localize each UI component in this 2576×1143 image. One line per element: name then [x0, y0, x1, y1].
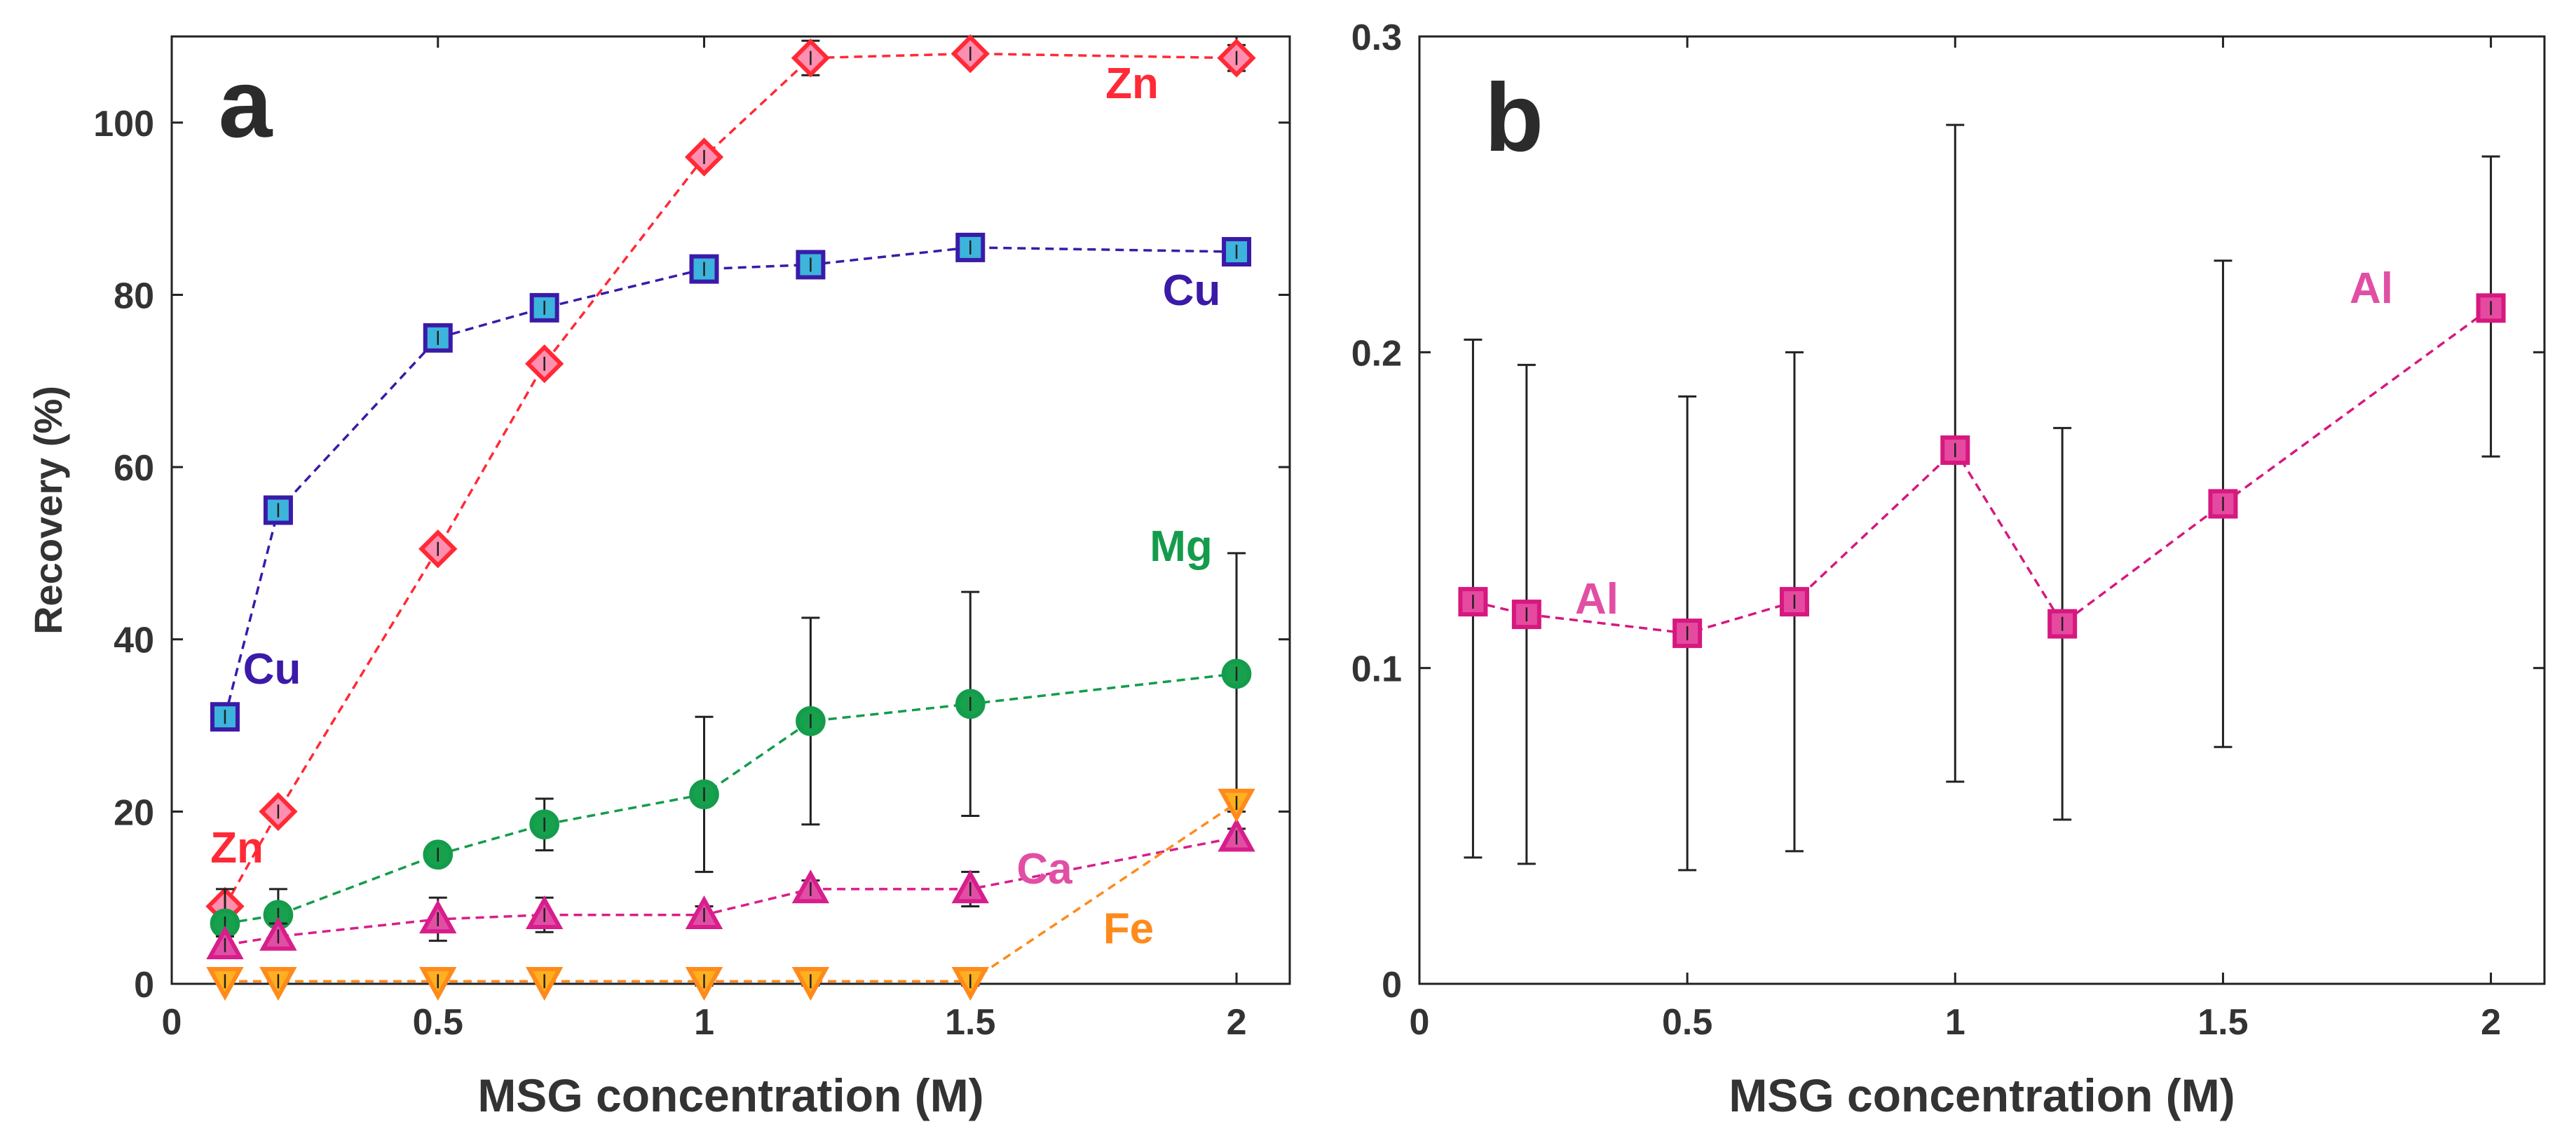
y-axis-label: Recovery (%) [26, 386, 70, 635]
series-line [224, 802, 1238, 983]
series-zn [205, 34, 1256, 926]
plot-frame [1418, 35, 2546, 985]
panel-b: 0 0.5 1 1.5 2 0 0.1 0.2 0.3 MSG concentration (M)… [1351, 18, 2546, 1121]
series-al [1458, 123, 2506, 872]
data-point [1780, 587, 1809, 617]
series-annotation: Cu [243, 645, 301, 694]
series-ca [206, 818, 1255, 960]
series-mg [210, 552, 1252, 959]
x-tick-label: 0.5 [413, 1002, 463, 1043]
y-tick-label: 0.3 [1351, 18, 1402, 58]
series-line [224, 672, 1237, 925]
x-tick-label: 0 [162, 1002, 182, 1043]
x-axis-label: MSG concentration (M) [477, 1069, 983, 1121]
y-tick-label: 0 [1382, 965, 1402, 1006]
y-tick-label: 20 [114, 792, 154, 833]
data-point [1222, 237, 1252, 267]
series-annotation: Zn [210, 824, 264, 872]
y-tick-label: 60 [114, 448, 154, 489]
x-axis-label: MSG concentration (M) [1729, 1069, 2235, 1121]
series-annotation: Fe [1103, 905, 1154, 953]
series-annotation: Mg [1150, 522, 1213, 571]
data-point [423, 323, 453, 353]
series-annotation: Al [2350, 264, 2393, 313]
series-line [1473, 306, 2492, 635]
x-tick-label: 2 [1227, 1002, 1247, 1043]
panel-label: b [1485, 64, 1543, 172]
plot-frame [170, 35, 1291, 985]
data-point [1940, 435, 1970, 465]
y-tick-label: 80 [114, 276, 154, 316]
y-tick-label: 100 [93, 104, 154, 144]
series-line [224, 836, 1237, 947]
panel-label: a [219, 50, 273, 158]
x-tick-label: 1 [1945, 1002, 1965, 1043]
x-tick-label: 1.5 [2197, 1002, 2248, 1043]
y-tick-label: 40 [114, 621, 154, 661]
series-line [224, 52, 1237, 907]
x-tick-label: 1.5 [945, 1002, 995, 1043]
series-annotation: Cu [1163, 266, 1221, 315]
x-tick-label: 0.5 [1662, 1002, 1712, 1043]
series-line [224, 246, 1237, 717]
series-annotation: Ca [1016, 845, 1072, 893]
y-tick-label: 0.2 [1351, 333, 1402, 374]
x-tick-label: 0 [1410, 1002, 1430, 1043]
series-cu [210, 232, 1252, 732]
x-tick-label: 2 [2481, 1002, 2501, 1043]
series-fe [206, 788, 1255, 1001]
y-tick-label: 0.1 [1351, 649, 1402, 690]
series-annotation: Al [1575, 575, 1618, 623]
x-tick-label: 1 [694, 1002, 714, 1043]
y-tick-label: 0 [134, 965, 154, 1006]
series-annotation: Zn [1105, 60, 1159, 108]
